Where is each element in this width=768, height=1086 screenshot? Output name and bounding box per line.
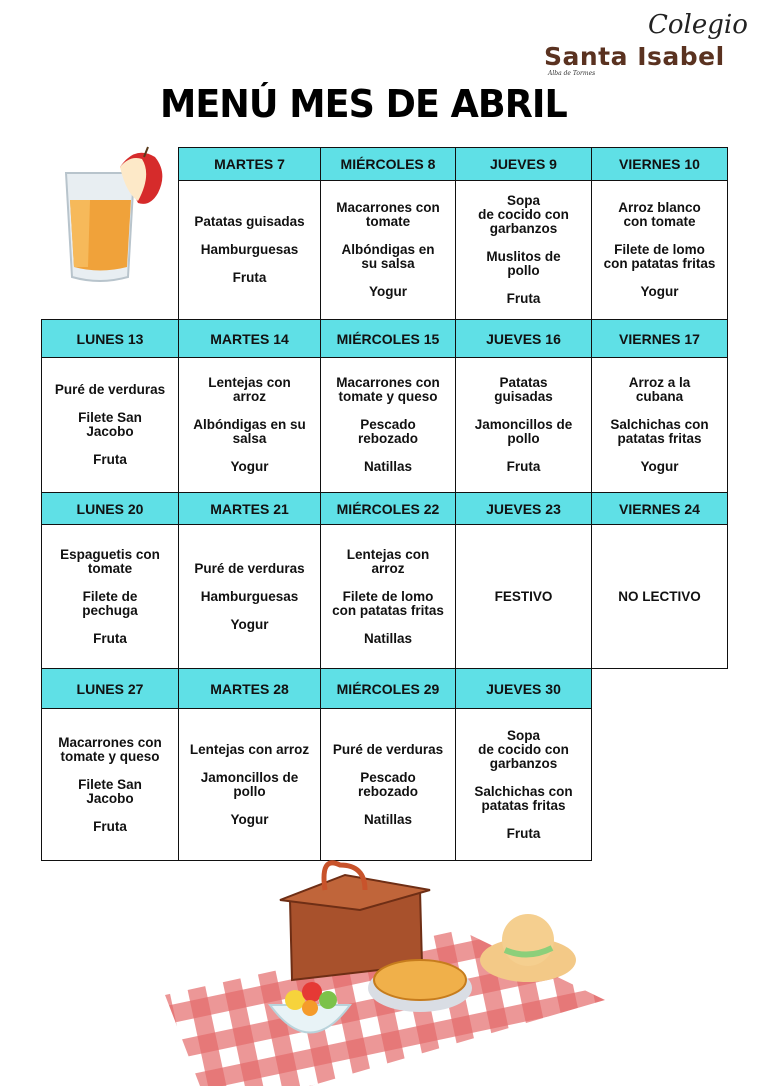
day-menu: Lentejas con arroz Jamoncillos de pollo Yo… — [178, 708, 321, 861]
menu-item: Natillas — [363, 459, 413, 474]
page-title: MENÚ MES DE ABRIL — [160, 82, 568, 126]
day-header: VIERNES 24 — [591, 492, 728, 525]
day-header: JUEVES 30 — [455, 668, 592, 709]
menu-item: Filete de lomo con patatas fritas — [332, 588, 444, 618]
menu-item: Natillas — [363, 630, 413, 646]
menu-item: Lentejas con arroz — [346, 546, 430, 576]
menu-item: Arroz blanco con tomate — [618, 200, 701, 229]
day-header: MARTES 21 — [178, 492, 321, 525]
menu-item: Patatas guisadas — [194, 214, 305, 229]
day-menu: Macarrones con tomate y queso Pescado reb… — [320, 357, 456, 493]
logo-colegio: Colegio — [648, 10, 748, 40]
day-header: MARTES 7 — [178, 147, 321, 181]
menu-item: Macarrones con tomate — [336, 200, 440, 229]
menu-item: Yogur — [230, 459, 269, 474]
menu-item: Yogur — [230, 811, 269, 827]
menu-item: Albóndigas en su salsa — [193, 417, 306, 446]
menu-item: Puré de verduras — [332, 741, 444, 757]
day-menu: Macarrones con tomate Albóndigas en su sa… — [320, 180, 456, 320]
menu-item: Sopa de cocido con garbanzos — [478, 727, 569, 771]
day-header: MIÉRCOLES 15 — [320, 319, 456, 358]
menu-item: Fruta — [506, 291, 541, 306]
day-menu: Sopa de cocido con garbanzos Muslitos de … — [455, 180, 592, 320]
day-header: LUNES 20 — [41, 492, 179, 525]
juice-glass-icon — [64, 146, 163, 282]
menu-item: Filete de lomo con patatas fritas — [603, 242, 716, 271]
menu-item: Fruta — [506, 825, 541, 841]
day-menu: Puré de verduras Filete San Jacobo Fruta — [41, 357, 179, 493]
menu-item: Fruta — [93, 818, 127, 834]
day-menu: Puré de verduras Hamburguesas Yogur — [178, 524, 321, 669]
day-header: MARTES 28 — [178, 668, 321, 709]
menu-item: Macarrones con tomate y queso — [336, 375, 440, 404]
day-header: VIERNES 17 — [591, 319, 728, 358]
day-header: MIÉRCOLES 8 — [320, 147, 456, 181]
logo-subtitle: Alba de Tormes — [548, 70, 596, 77]
menu-item: Pescado rebozado — [357, 417, 418, 446]
menu-item: Salchichas con patatas fritas — [474, 783, 573, 813]
menu-item: Albóndigas en su salsa — [341, 242, 435, 271]
day-header: JUEVES 23 — [455, 492, 592, 525]
day-header: JUEVES 16 — [455, 319, 592, 358]
menu-item: Filete San Jacobo — [78, 776, 142, 806]
menu-item: Filete de pechuga — [82, 588, 138, 618]
menu-item: Fruta — [232, 270, 267, 285]
menu-item: Hamburguesas — [200, 588, 299, 604]
menu-item: Arroz a la cubana — [628, 375, 691, 404]
day-header: MIÉRCOLES 29 — [320, 668, 456, 709]
menu-item: Yogur — [640, 284, 679, 299]
menu-item: Fruta — [506, 459, 541, 474]
day-menu: Arroz blanco con tomate Filete de lomo co… — [591, 180, 728, 320]
day-header: VIERNES 10 — [591, 147, 728, 181]
menu-item: Fruta — [93, 452, 127, 467]
menu-item: Yogur — [230, 616, 269, 632]
menu-item: Sopa de cocido con garbanzos — [478, 193, 569, 236]
day-menu: Lentejas con arroz Filete de lomo con pat… — [320, 524, 456, 669]
logo-name: Santa Isabel — [544, 42, 725, 71]
menu-item: Natillas — [363, 811, 413, 827]
day-header: MIÉRCOLES 22 — [320, 492, 456, 525]
menu-item: Patatas guisadas — [494, 375, 553, 404]
menu-item: Jamoncillos de pollo — [474, 417, 573, 446]
menu-item: Jamoncillos de pollo — [200, 769, 299, 799]
school-logo: Colegio Santa Isabel Alba de Tormes — [540, 10, 748, 80]
day-menu: Patatas guisadas Hamburguesas Fruta — [178, 180, 321, 320]
day-menu: NO LECTIVO — [591, 524, 728, 669]
day-menu: Macarrones con tomate y queso Filete San … — [41, 708, 179, 861]
menu-item: Espaguetis con tomate — [60, 546, 160, 576]
day-menu: Puré de verduras Pescado rebozado Natillas — [320, 708, 456, 861]
menu-item: Macarrones con tomate y queso — [58, 734, 162, 764]
picnic-illustration — [165, 860, 605, 1086]
menu-item: FESTIVO — [494, 588, 553, 604]
menu-item: Yogur — [369, 284, 407, 299]
day-header: MARTES 14 — [178, 319, 321, 358]
menu-item: Pescado rebozado — [357, 769, 418, 799]
menu-item: Filete San Jacobo — [78, 410, 142, 439]
menu-item: Puré de verduras — [54, 382, 166, 397]
day-menu: Lentejas con arroz Albóndigas en su salsa… — [178, 357, 321, 493]
day-header: JUEVES 9 — [455, 147, 592, 181]
day-header: LUNES 27 — [41, 668, 179, 709]
menu-item: Salchichas con patatas fritas — [610, 417, 709, 446]
day-header: LUNES 13 — [41, 319, 179, 358]
menu-item: NO LECTIVO — [618, 588, 701, 604]
day-menu: Espaguetis con tomate Filete de pechuga Fr… — [41, 524, 179, 669]
menu-item: Muslitos de pollo — [486, 249, 561, 278]
day-menu: Arroz a la cubana Salchichas con patatas … — [591, 357, 728, 493]
day-menu: FESTIVO — [455, 524, 592, 669]
menu-item: Lentejas con arroz — [189, 741, 310, 757]
menu-item: Yogur — [640, 459, 679, 474]
menu-item: Puré de verduras — [194, 560, 305, 576]
menu-item: Fruta — [93, 630, 127, 646]
menu-item: Lentejas con arroz — [208, 375, 291, 404]
menu-item: Hamburguesas — [200, 242, 299, 257]
day-menu: Sopa de cocido con garbanzos Salchichas c… — [455, 708, 592, 861]
day-menu: Patatas guisadas Jamoncillos de pollo Frut… — [455, 357, 592, 493]
